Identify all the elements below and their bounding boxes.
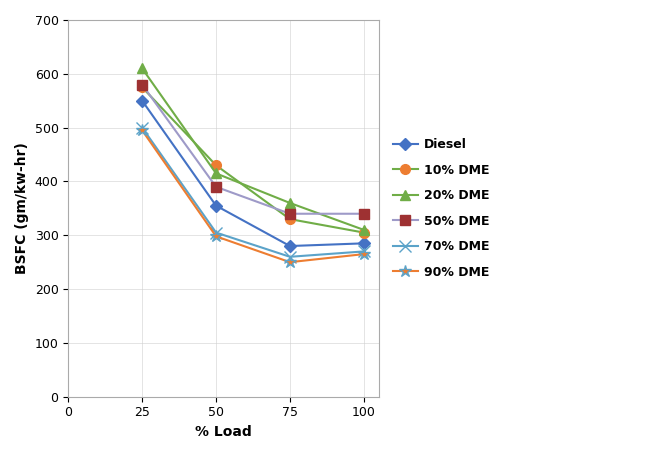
20% DME <box>360 227 368 232</box>
50% DME <box>138 82 146 87</box>
70% DME <box>360 249 368 254</box>
Line: 20% DME: 20% DME <box>137 64 369 235</box>
10% DME <box>360 230 368 235</box>
Legend: Diesel, 10% DME, 20% DME, 50% DME, 70% DME, 90% DME: Diesel, 10% DME, 20% DME, 50% DME, 70% D… <box>388 133 495 284</box>
10% DME <box>286 217 294 222</box>
10% DME <box>138 84 146 90</box>
90% DME <box>138 128 146 133</box>
70% DME <box>138 125 146 130</box>
Diesel <box>360 241 368 246</box>
90% DME <box>286 259 294 265</box>
Line: Diesel: Diesel <box>138 97 368 250</box>
Diesel <box>212 203 220 208</box>
X-axis label: % Load: % Load <box>195 425 252 439</box>
Diesel <box>138 98 146 104</box>
Line: 50% DME: 50% DME <box>137 80 369 219</box>
Diesel <box>286 243 294 249</box>
20% DME <box>138 66 146 71</box>
10% DME <box>212 163 220 168</box>
20% DME <box>212 171 220 176</box>
50% DME <box>360 211 368 217</box>
Line: 90% DME: 90% DME <box>136 124 370 268</box>
70% DME <box>286 254 294 260</box>
90% DME <box>212 234 220 239</box>
90% DME <box>360 252 368 257</box>
50% DME <box>212 184 220 190</box>
Line: 70% DME: 70% DME <box>136 122 369 262</box>
Line: 10% DME: 10% DME <box>137 83 369 237</box>
Y-axis label: BSFC (gm/kw-hr): BSFC (gm/kw-hr) <box>15 143 29 274</box>
70% DME <box>212 230 220 235</box>
20% DME <box>286 200 294 206</box>
50% DME <box>286 211 294 217</box>
